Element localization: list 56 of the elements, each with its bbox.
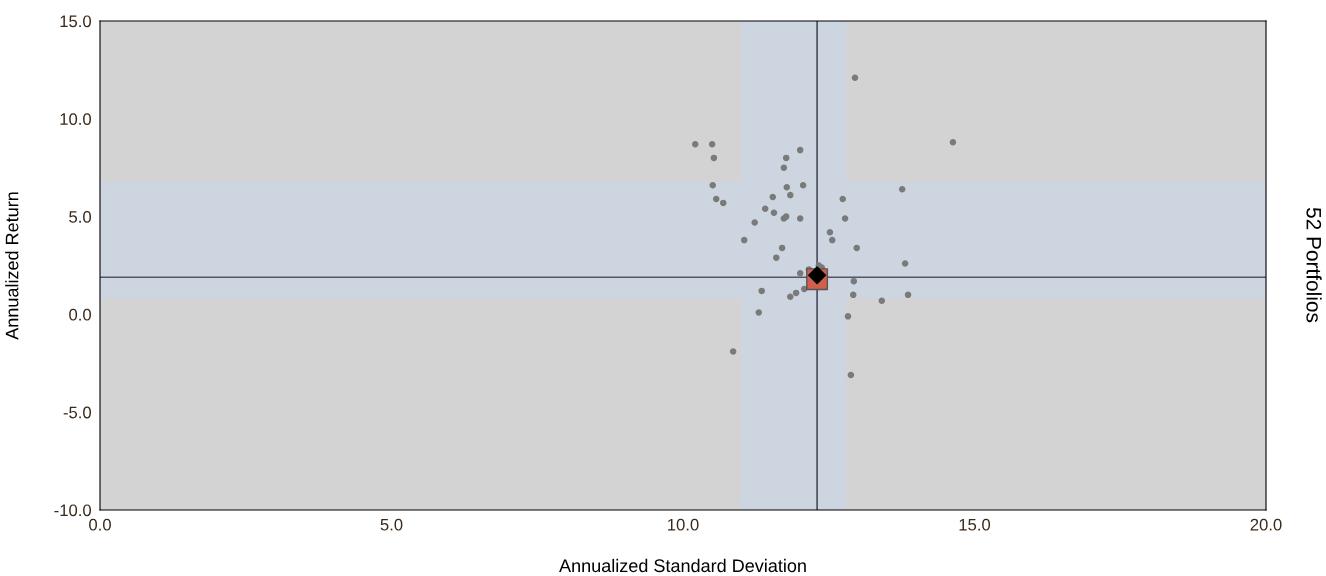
x-tick-label: 10.0: [668, 518, 699, 531]
point: [853, 244, 860, 252]
point: [904, 291, 912, 299]
point: [949, 139, 957, 146]
text: 52 Portfolios: [1306, 207, 1322, 323]
x-axis-title: Annualized Standard Deviation: [559, 558, 806, 573]
y-tick-label: 0.0: [69, 308, 92, 321]
point: [691, 140, 699, 148]
point: [758, 287, 765, 295]
point: [710, 154, 718, 162]
point: [778, 244, 786, 252]
point: [708, 140, 716, 148]
point: [769, 193, 777, 201]
point: [847, 371, 855, 379]
point: [796, 215, 804, 222]
x-tick-label: 0.0: [89, 518, 111, 531]
y-axis-title: Annualized Return: [5, 192, 19, 340]
point: [807, 265, 827, 285]
point: [773, 254, 780, 261]
point: [796, 270, 804, 277]
point: [755, 309, 763, 316]
point: [828, 236, 836, 244]
point: [783, 184, 791, 191]
point: [787, 293, 794, 301]
point: [782, 154, 790, 162]
point: [839, 195, 846, 203]
point: [740, 236, 748, 244]
point: [841, 215, 849, 222]
point: [729, 348, 737, 355]
point: [770, 209, 778, 216]
point: [780, 164, 788, 171]
y-tick-label: -10.0: [54, 504, 92, 517]
point: [796, 146, 804, 154]
y-tick-label: 15.0: [60, 15, 92, 28]
point: [787, 191, 794, 199]
point: [709, 182, 716, 189]
point: [898, 185, 906, 193]
point: [751, 219, 758, 226]
point: [901, 260, 909, 267]
y-tick-label: 5.0: [69, 211, 92, 223]
x-tick-label: 5.0: [380, 518, 403, 531]
point: [849, 291, 857, 299]
point: [850, 277, 858, 285]
point: [719, 199, 727, 207]
x-tick-label: 15.0: [959, 518, 991, 531]
point: [799, 182, 807, 189]
point: [712, 195, 720, 203]
y-tick-label: 10.0: [60, 113, 92, 125]
x-tick-label: 20.0: [1250, 518, 1282, 531]
y-tick-label: -5.0: [63, 406, 92, 419]
point: [826, 228, 834, 236]
point: [851, 74, 859, 81]
point: [761, 205, 769, 213]
point: [844, 313, 852, 320]
point: [878, 297, 886, 304]
point: [792, 289, 800, 297]
